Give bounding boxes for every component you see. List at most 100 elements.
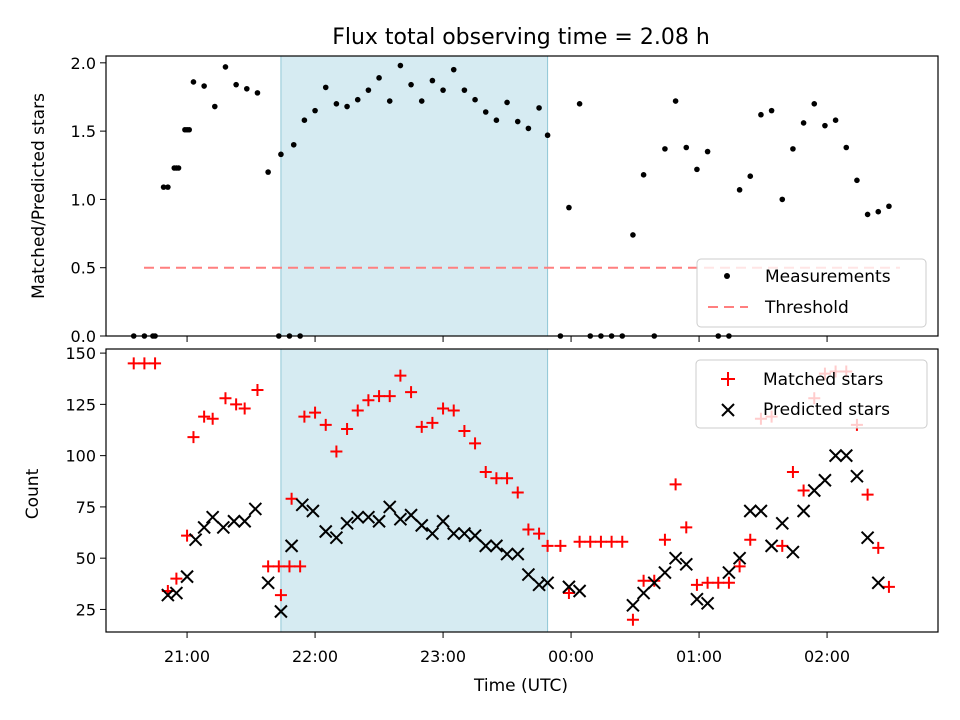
matched-star-point (680, 521, 693, 534)
measurement-point (875, 208, 882, 215)
predicted-star-point (562, 580, 576, 594)
matched-star-point (872, 541, 885, 554)
matched-star-point (776, 539, 789, 552)
measurement-point (662, 146, 668, 152)
matched-star-point (522, 523, 535, 536)
predicted-star-point (700, 596, 715, 610)
predicted-star-point (489, 539, 504, 553)
measurement-point (482, 109, 489, 115)
matched-star-point (319, 418, 332, 431)
bottom-panel: 25 50 75 100 125 150 21:00 22:00 23:00 00:00 01:0… (23, 344, 939, 696)
measurement-point (493, 117, 500, 123)
y-tick-label: 1.0 (71, 190, 96, 209)
legend-label-matched: Matched stars (763, 370, 883, 390)
matched-star-point (797, 484, 810, 497)
predicted-star-point (807, 483, 821, 498)
matched-star-point (701, 576, 714, 589)
predicted-star-point (216, 520, 231, 535)
matched-star-point (861, 488, 874, 501)
predicted-star-point (764, 539, 779, 553)
predicted-star-point (361, 510, 376, 524)
matched-star-point (469, 437, 482, 450)
matched-star-point (127, 357, 140, 370)
measurement-point (386, 98, 393, 104)
measurement-point (640, 172, 647, 178)
y-tick-label: 50 (76, 549, 96, 568)
matched-star-point (554, 539, 567, 552)
matched-star-point (669, 478, 682, 491)
legend-label-measurements: Measurements (765, 267, 891, 287)
measurement-point (322, 84, 329, 91)
matched-star-point (744, 533, 757, 546)
measurement-point (376, 75, 382, 81)
measurement-point (758, 111, 764, 118)
matched-star-point (294, 560, 307, 573)
legend-label-predicted: Predicted stars (763, 400, 890, 420)
matched-star-point (882, 580, 895, 593)
predicted-star-point (732, 551, 747, 565)
matched-star-point (283, 560, 296, 573)
x-axis-label: Time (UTC) (473, 676, 568, 696)
predicted-star-point (871, 576, 885, 590)
predicted-star-point (775, 516, 789, 531)
predicted-star-point (647, 576, 661, 590)
predicted-star-point (754, 504, 768, 518)
measurement-point (747, 173, 754, 179)
matched-star-point (584, 535, 597, 548)
measurement-point (254, 90, 261, 96)
predicted-star-point (425, 526, 440, 541)
matched-star-point (648, 574, 661, 587)
predicted-star-point (532, 578, 546, 592)
predicted-star-point (479, 539, 493, 553)
matched-star-point (605, 535, 618, 548)
matched-star-point (447, 404, 460, 417)
matched-star-point (274, 589, 287, 602)
matched-star-point (458, 425, 471, 438)
matched-star-point (501, 472, 514, 485)
measurement-point (736, 187, 743, 193)
predicted-star-point (197, 520, 211, 535)
top-y-axis-ticks: 0.0 0.5 1.0 1.5 2.0 (71, 54, 549, 346)
matched-star-point (341, 422, 354, 435)
measurement-point (514, 118, 521, 125)
predicted-star-point (860, 530, 875, 545)
matched-star-point (479, 466, 492, 479)
matched-star-point (490, 472, 503, 485)
measurement-point (201, 83, 207, 89)
predicted-star-point (205, 510, 220, 524)
measurement-point (212, 103, 218, 110)
measurement-point (525, 125, 532, 132)
measurement-point (244, 85, 250, 92)
predicted-star-point (295, 498, 309, 512)
measurement-point (672, 98, 679, 104)
matched-star-point (426, 416, 439, 429)
predicted-star-point (447, 526, 461, 541)
measurement-point (397, 62, 404, 69)
bottom-y-axis-ticks: 25 50 75 100 125 150 (65, 344, 549, 632)
matched-star-point (383, 390, 396, 403)
predicted-star-point (521, 567, 536, 582)
x-tick-label: 22:00 (292, 647, 338, 666)
matched-star-point (138, 357, 151, 370)
matched-star-point (594, 535, 607, 548)
predicted-star-point (540, 576, 555, 590)
measurement-point (233, 81, 239, 88)
measurement-point (886, 203, 892, 210)
predicted-star-point (796, 504, 811, 518)
matched-star-point (415, 420, 428, 433)
predicted-star-point (786, 545, 800, 559)
legend-marker-predicted (721, 403, 735, 417)
matched-star-point (206, 412, 219, 425)
y-tick-label: 25 (76, 600, 96, 619)
measurement-point (301, 117, 308, 123)
measurement-point (450, 66, 457, 73)
measurement-point (832, 117, 839, 123)
predicted-star-point (690, 592, 704, 606)
top-x-axis-ticks (186, 336, 828, 342)
predicted-star-point (668, 551, 683, 565)
measurement-point (864, 211, 871, 218)
matched-star-point (351, 404, 364, 417)
predicted-star-point (415, 518, 429, 533)
matched-star-point (251, 384, 264, 397)
top-legend: Measurements Threshold (696, 258, 927, 328)
